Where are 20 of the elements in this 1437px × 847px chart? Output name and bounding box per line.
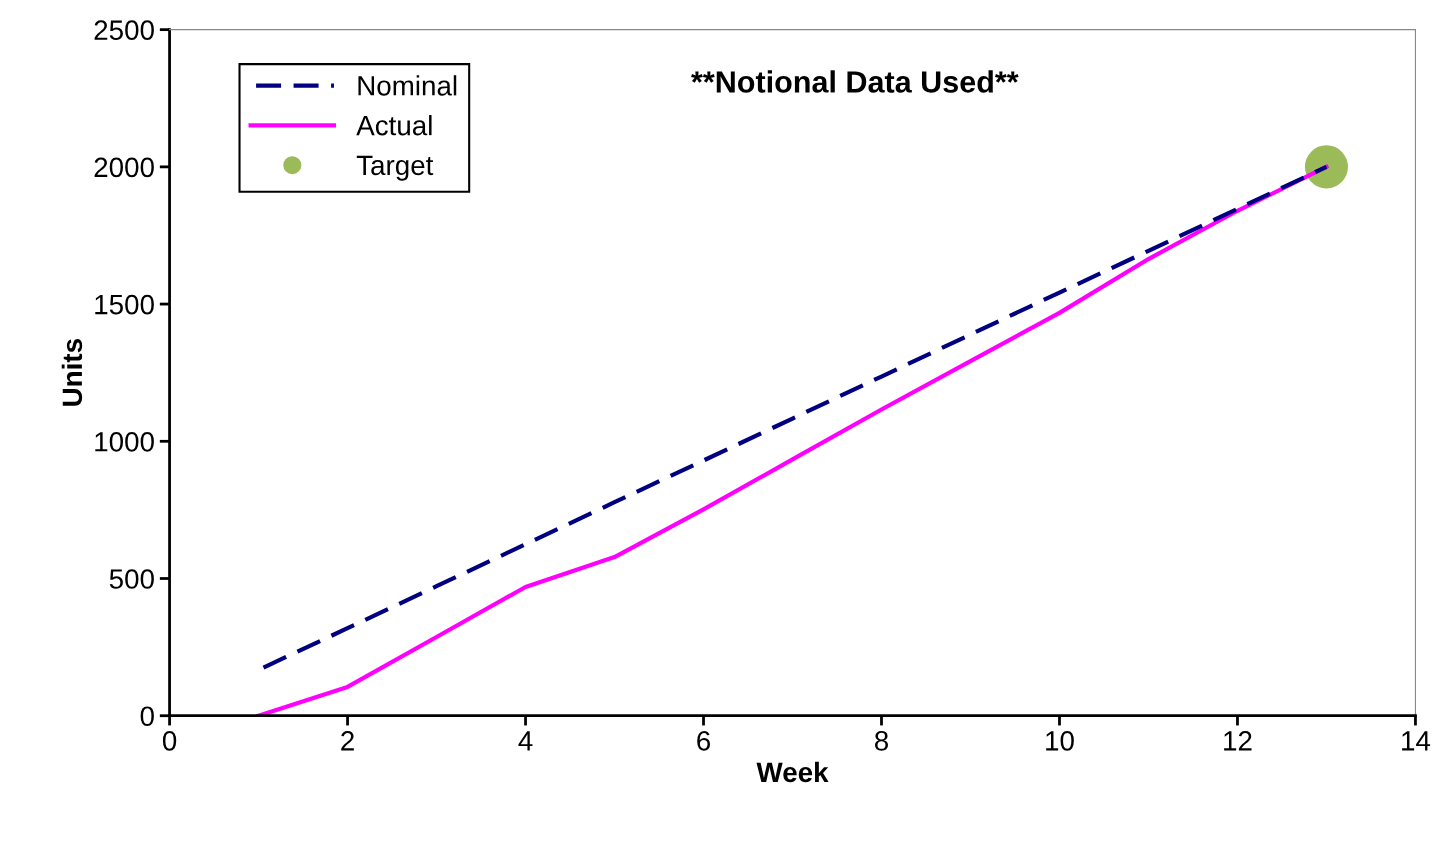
x-tick-label: 12 [1224,731,1252,751]
legend-label: Target [356,155,434,181]
annotation: **Notional Data Used** [691,70,1019,93]
x-tick-label: 6 [697,731,711,751]
y-tick-label: 1000 [95,431,154,452]
legend-label: Actual [356,115,432,136]
x-axis-title: Week [756,761,829,783]
y-tick-label: 2000 [94,157,154,178]
x-tick-label: 0 [162,731,177,751]
x-tick-label: 14 [1402,731,1431,751]
y-axis-title: Units [61,339,83,406]
x-tick-label: 8 [874,731,889,751]
y-tick-label: 500 [109,569,154,589]
y-tick-label: 2500 [94,20,154,40]
x-tick-label: 2 [341,731,354,751]
legend-label: Nominal [358,75,457,96]
y-tick-label: 1500 [95,294,154,315]
x-tick-label: 10 [1046,731,1074,751]
y-tick-label: 0 [140,706,154,727]
x-tick-label: 4 [518,731,533,751]
